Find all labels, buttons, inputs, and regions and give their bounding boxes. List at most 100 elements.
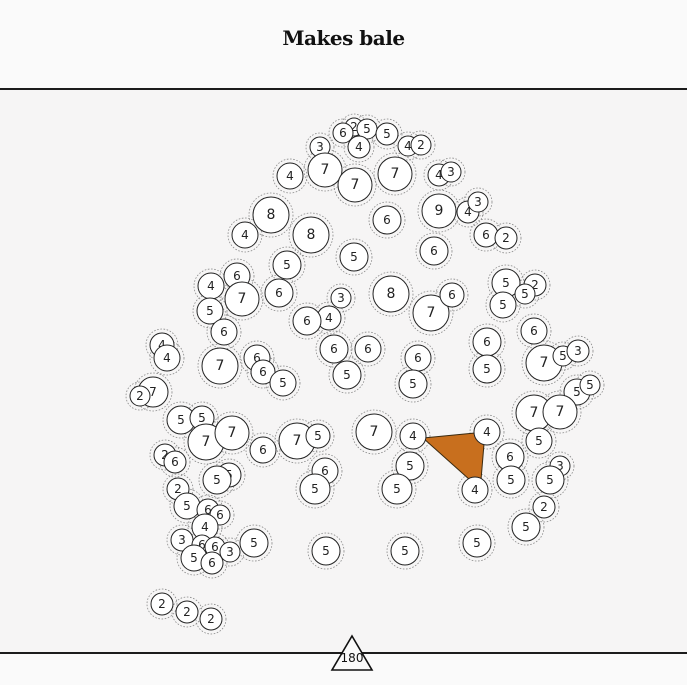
token-circle[interactable] [421,193,457,229]
token-circle[interactable] [319,334,349,364]
number-token[interactable]: 8 [252,196,290,234]
token-circle[interactable] [473,418,501,446]
token-circle[interactable] [372,275,410,313]
token-circle[interactable] [129,385,151,407]
number-token[interactable]: 4 [276,162,304,190]
token-circle[interactable] [150,592,174,616]
number-token[interactable]: 5 [462,528,492,558]
token-circle[interactable] [395,451,425,481]
number-token[interactable]: 5 [511,512,541,542]
token-circle[interactable] [494,226,518,250]
token-circle[interactable] [398,369,428,399]
token-circle[interactable] [272,250,302,280]
token-circle[interactable] [292,306,322,336]
token-circle[interactable] [175,600,199,624]
token-circle[interactable] [354,335,382,363]
token-circle[interactable] [511,512,541,542]
number-token[interactable]: 5 [299,473,331,505]
number-token[interactable]: 4 [153,344,181,372]
token-circle[interactable] [579,374,601,396]
number-token[interactable]: 5 [311,536,341,566]
number-token[interactable]: 8 [372,275,410,313]
number-token[interactable]: 8 [292,216,330,254]
token-circle[interactable] [377,156,413,192]
number-token[interactable]: 6 [250,359,276,385]
number-token[interactable]: 5 [202,465,232,495]
number-token[interactable]: 5 [332,360,362,390]
number-token[interactable]: 6 [264,278,294,308]
number-token[interactable]: 4 [347,135,371,159]
token-circle[interactable] [163,450,187,474]
token-circle[interactable] [330,287,352,309]
number-token[interactable]: 6 [404,344,432,372]
number-token[interactable]: 5 [272,250,302,280]
token-circle[interactable] [514,283,536,305]
number-token[interactable]: 7 [224,281,260,317]
token-circle[interactable] [372,205,402,235]
number-token[interactable]: 6 [354,335,382,363]
number-token[interactable]: 3 [467,191,489,213]
number-token[interactable]: 5 [514,283,536,305]
number-token[interactable]: 7 [542,394,578,430]
token-circle[interactable] [347,135,371,159]
token-circle[interactable] [202,465,232,495]
token-circle[interactable] [355,413,393,451]
number-token[interactable]: 3 [309,136,331,158]
number-token[interactable]: 2 [199,607,223,631]
token-circle[interactable] [542,394,578,430]
number-token[interactable]: 3 [330,287,352,309]
number-token[interactable]: 6 [319,334,349,364]
number-token[interactable]: 4 [461,476,489,504]
token-circle[interactable] [264,278,294,308]
number-token[interactable]: 4 [473,418,501,446]
number-token[interactable]: 7 [307,152,343,188]
token-circle[interactable] [467,191,489,213]
number-token[interactable]: 6 [473,222,499,248]
number-token[interactable]: 2 [494,226,518,250]
number-token[interactable]: 6 [439,282,465,308]
number-token[interactable]: 7 [201,347,239,385]
token-circle[interactable] [153,344,181,372]
token-circle[interactable] [399,422,427,450]
token-circle[interactable] [489,291,517,319]
token-circle[interactable] [196,297,224,325]
token-circle[interactable] [332,360,362,390]
token-circle[interactable] [532,495,556,519]
token-circle[interactable] [299,473,331,505]
token-circle[interactable] [214,415,250,451]
number-token[interactable]: 6 [419,236,449,266]
number-token[interactable]: 5 [390,536,420,566]
number-token[interactable]: 6 [520,317,548,345]
token-circle[interactable] [292,216,330,254]
number-token[interactable]: 2 [150,592,174,616]
token-circle[interactable] [311,536,341,566]
number-token[interactable]: 2 [410,134,432,156]
token-circle[interactable] [269,369,297,397]
number-token[interactable]: 7 [337,167,373,203]
number-token[interactable]: 7 [412,294,450,332]
token-circle[interactable] [339,242,369,272]
token-circle[interactable] [496,465,526,495]
number-token[interactable]: 3 [219,541,241,563]
token-circle[interactable] [375,122,399,146]
token-circle[interactable] [462,528,492,558]
token-circle[interactable] [472,354,502,384]
token-circle[interactable] [224,281,260,317]
number-token[interactable]: 5 [375,122,399,146]
token-circle[interactable] [440,161,462,183]
number-token[interactable]: 6 [249,436,277,464]
number-token[interactable]: 5 [339,242,369,272]
token-circle[interactable] [219,541,241,563]
number-token[interactable]: 4 [197,272,225,300]
token-circle[interactable] [210,318,238,346]
number-token[interactable]: 6 [472,327,502,357]
number-token[interactable]: 5 [395,451,425,481]
number-token[interactable]: 2 [532,495,556,519]
number-token[interactable]: 5 [269,369,297,397]
number-token[interactable]: 6 [163,450,187,474]
token-circle[interactable] [381,473,413,505]
number-token[interactable]: 7 [278,422,316,460]
number-token[interactable]: 5 [472,354,502,384]
token-circle[interactable] [307,152,343,188]
